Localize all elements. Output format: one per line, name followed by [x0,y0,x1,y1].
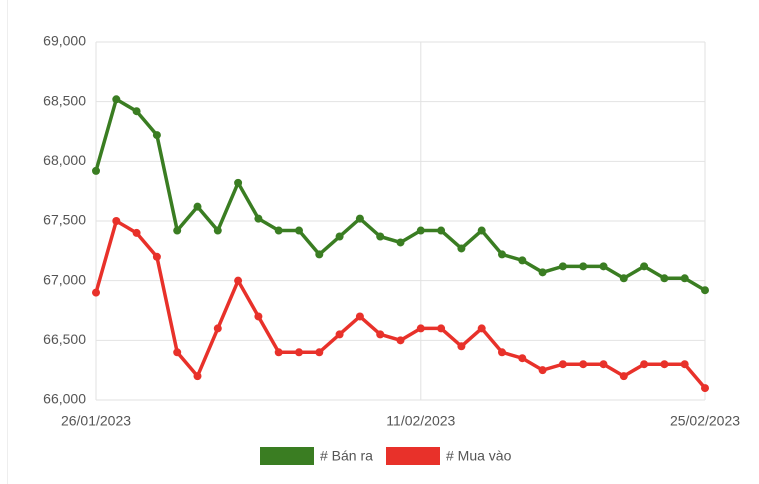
point [416,324,425,333]
point [355,214,364,223]
point [112,95,121,104]
point [152,252,161,261]
point [498,250,506,259]
point [477,226,486,235]
point [619,274,628,283]
point [193,202,202,211]
point [376,330,385,339]
point [193,372,202,381]
legend-swatch [260,447,314,465]
point [640,262,649,271]
point [376,232,385,241]
point [355,312,364,321]
y-tick-label: 68,000 [43,152,86,168]
point [315,250,324,259]
point [213,324,222,333]
point [498,348,506,357]
point [173,226,182,235]
y-tick-label: 69,000 [43,33,86,49]
x-tick-label: 26/01/2023 [61,413,131,429]
point [437,324,446,333]
point [518,354,527,363]
point [437,226,446,235]
point [254,312,263,321]
point [92,166,100,175]
point [274,348,283,357]
point [173,348,182,357]
point [680,360,689,369]
point [457,342,466,351]
point [660,360,669,369]
point [599,262,608,271]
point [701,384,709,393]
point [579,262,588,271]
point [396,238,405,247]
point [558,360,567,369]
point [416,226,425,235]
point [254,214,263,223]
point [234,178,243,187]
point [599,360,608,369]
point [680,274,689,283]
point [132,228,141,237]
point [558,262,567,271]
point [396,336,405,345]
point [92,288,100,297]
point [295,226,303,235]
series-line [94,96,706,292]
point [112,217,121,225]
y-tick-label: 67,500 [43,212,86,228]
point [477,324,486,333]
point [132,107,141,116]
point [152,131,161,140]
point [315,348,324,357]
y-tick-label: 67,000 [43,271,86,287]
point [234,276,243,285]
point [701,286,709,295]
legend-label: # Bán ra [320,448,373,464]
y-tick-label: 66,500 [43,331,86,347]
x-tick-label: 11/02/2023 [386,413,455,429]
point [619,372,628,381]
point [579,360,588,369]
point [335,232,344,241]
point [538,366,547,375]
point [457,244,466,253]
y-tick-label: 68,500 [43,92,86,108]
point [660,274,669,283]
point [518,256,527,265]
point [213,226,222,235]
y-tick-label: 66,000 [43,391,86,407]
point [295,348,303,357]
legend-swatch [386,447,440,465]
x-tick-label: 25/02/2023 [670,413,740,429]
point [274,226,283,235]
point [640,360,649,369]
legend-label: # Mua vào [446,448,512,464]
point [538,268,547,277]
point [335,330,344,339]
